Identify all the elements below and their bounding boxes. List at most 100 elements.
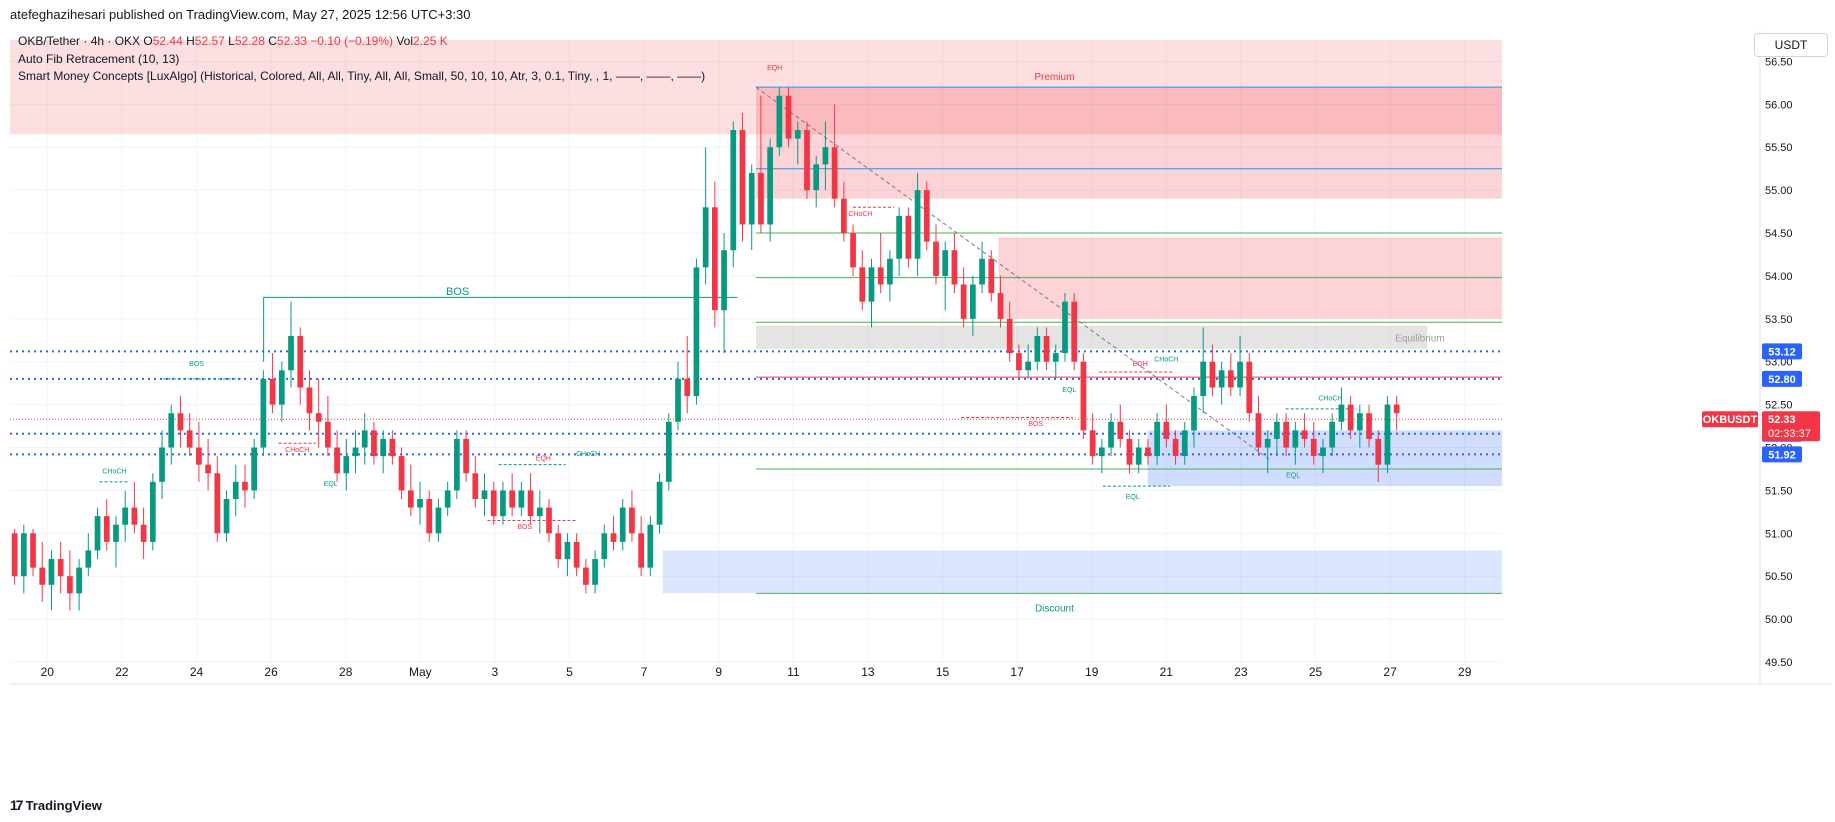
candle[interactable] [94, 507, 101, 560]
candle[interactable] [665, 413, 672, 491]
candle[interactable] [20, 524, 27, 594]
candle[interactable] [693, 258, 700, 405]
candle[interactable] [1163, 404, 1170, 448]
candle[interactable] [30, 529, 36, 577]
candle[interactable] [1200, 327, 1207, 414]
candle[interactable] [380, 430, 387, 474]
candle[interactable] [1366, 404, 1372, 448]
candle[interactable] [389, 430, 396, 465]
candle[interactable] [1237, 335, 1243, 397]
candle[interactable] [730, 121, 737, 268]
candle[interactable] [638, 516, 645, 577]
candle[interactable] [712, 181, 718, 328]
ohlc-legend[interactable]: OKB/Tether · 4h · OKX O52.44 H52.57 L52.… [18, 34, 448, 48]
candle[interactable] [619, 498, 626, 551]
candle[interactable] [1145, 438, 1151, 465]
candle[interactable] [435, 498, 442, 542]
candle[interactable] [1356, 404, 1363, 448]
candle[interactable] [702, 147, 709, 285]
candle[interactable] [1126, 430, 1133, 474]
candle[interactable] [159, 430, 165, 499]
candle[interactable] [527, 473, 534, 525]
candle[interactable] [417, 481, 423, 525]
candle[interactable] [11, 529, 18, 585]
candle[interactable] [675, 361, 681, 431]
candle[interactable] [1071, 293, 1078, 371]
candle[interactable] [896, 207, 902, 276]
current-price-tag[interactable]: OKBUSDT 52.33 02:33:37 [1702, 411, 1820, 442]
candle[interactable] [914, 172, 921, 276]
candle[interactable] [1283, 413, 1289, 457]
candle[interactable] [1191, 387, 1197, 448]
candle[interactable] [1209, 344, 1216, 397]
candle[interactable] [205, 438, 211, 491]
candle[interactable] [546, 498, 552, 542]
candle[interactable] [361, 413, 368, 465]
candle[interactable] [140, 507, 147, 560]
candle[interactable] [1347, 396, 1354, 439]
candle[interactable] [923, 181, 930, 251]
candle[interactable] [1274, 413, 1280, 457]
candle[interactable] [113, 516, 119, 568]
candle[interactable] [85, 533, 92, 577]
candle[interactable] [1034, 327, 1041, 371]
candle[interactable] [149, 473, 156, 551]
candle[interactable] [518, 481, 525, 517]
candle[interactable] [583, 559, 589, 594]
candle[interactable] [1264, 430, 1271, 474]
smc-indicator-legend[interactable]: Smart Money Concepts [LuxAlgo] (Historic… [18, 69, 706, 83]
candle[interactable] [1172, 430, 1179, 465]
price-label[interactable]: 52.80 [1762, 370, 1802, 387]
candle[interactable] [1292, 421, 1299, 465]
candle[interactable] [371, 421, 377, 465]
candle[interactable] [1338, 387, 1345, 431]
candle[interactable] [223, 490, 230, 542]
candle[interactable] [877, 233, 884, 294]
candle[interactable] [481, 473, 488, 517]
candle[interactable] [555, 524, 562, 568]
candle[interactable] [739, 112, 746, 242]
candle[interactable] [1062, 293, 1068, 362]
candle[interactable] [748, 164, 755, 251]
candle[interactable] [509, 473, 516, 517]
candle[interactable] [868, 258, 875, 328]
candle[interactable] [1154, 413, 1160, 465]
candle[interactable] [232, 464, 239, 517]
candle[interactable] [785, 87, 792, 148]
candle[interactable] [186, 413, 193, 457]
candle[interactable] [288, 301, 294, 388]
candle[interactable] [997, 275, 1004, 328]
candle[interactable] [804, 121, 810, 199]
candle[interactable] [859, 250, 866, 311]
candle[interactable] [629, 490, 635, 542]
candle[interactable] [960, 267, 967, 328]
candle[interactable] [979, 241, 985, 294]
candle[interactable] [988, 250, 995, 302]
candle[interactable] [933, 224, 939, 285]
candle[interactable] [177, 396, 184, 448]
candle[interactable] [822, 121, 829, 191]
candle[interactable] [1108, 413, 1114, 457]
candle[interactable] [315, 378, 322, 448]
price-axis[interactable]: 56.50 56.00 55.50 55.00 54.50 54.00 53.50 53.00… [1702, 30, 1820, 684]
candle[interactable] [969, 275, 976, 336]
candle[interactable] [76, 559, 82, 611]
candle[interactable] [831, 104, 838, 208]
candle[interactable] [251, 438, 258, 499]
candle[interactable] [1098, 438, 1105, 474]
candle[interactable] [601, 524, 608, 568]
candle[interactable] [352, 430, 359, 474]
candle[interactable] [1393, 396, 1400, 431]
candle[interactable] [887, 250, 893, 302]
candle[interactable] [684, 335, 691, 414]
candle[interactable] [1016, 344, 1022, 379]
candle[interactable] [1025, 344, 1031, 379]
candle[interactable] [1301, 413, 1308, 448]
candle[interactable] [39, 541, 46, 602]
candle[interactable] [1218, 361, 1225, 405]
candle[interactable] [758, 95, 764, 234]
candle[interactable] [656, 473, 663, 534]
candle[interactable] [573, 533, 580, 577]
candle[interactable] [122, 490, 129, 542]
